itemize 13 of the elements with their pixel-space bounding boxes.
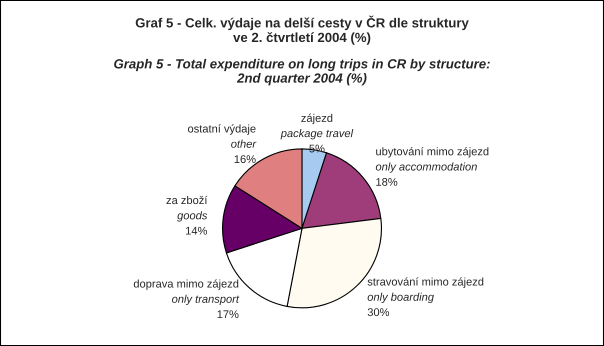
data-label: 14% — [186, 226, 208, 235]
slice-label: ostatní výdaje other — [188, 124, 256, 148]
data-label: 16% — [234, 155, 256, 164]
data-label: 30% — [368, 308, 390, 316]
slice-label: ubytování mimo zájezd only accommodation — [376, 147, 488, 173]
chart-title: Graf 5 - Celk. výdaje na delší cesty v ČR dle struktury ve 2. čtvrtletí 2004 (%) — [136, 16, 469, 45]
slice-label: doprava mimo zájezd only transport — [134, 279, 240, 306]
slice-label: za zboží goods — [166, 196, 208, 222]
data-label: 17% — [218, 310, 239, 318]
chart-subtitle: Graph 5 - Total expenditure on long trips in CR by structure: 2nd quarter 2004 (%) — [114, 58, 490, 86]
slice-label: stravování mimo zájezd only boarding — [368, 277, 484, 304]
slice-label: zájezd package travel — [280, 114, 354, 140]
data-label: 18% — [376, 178, 398, 186]
